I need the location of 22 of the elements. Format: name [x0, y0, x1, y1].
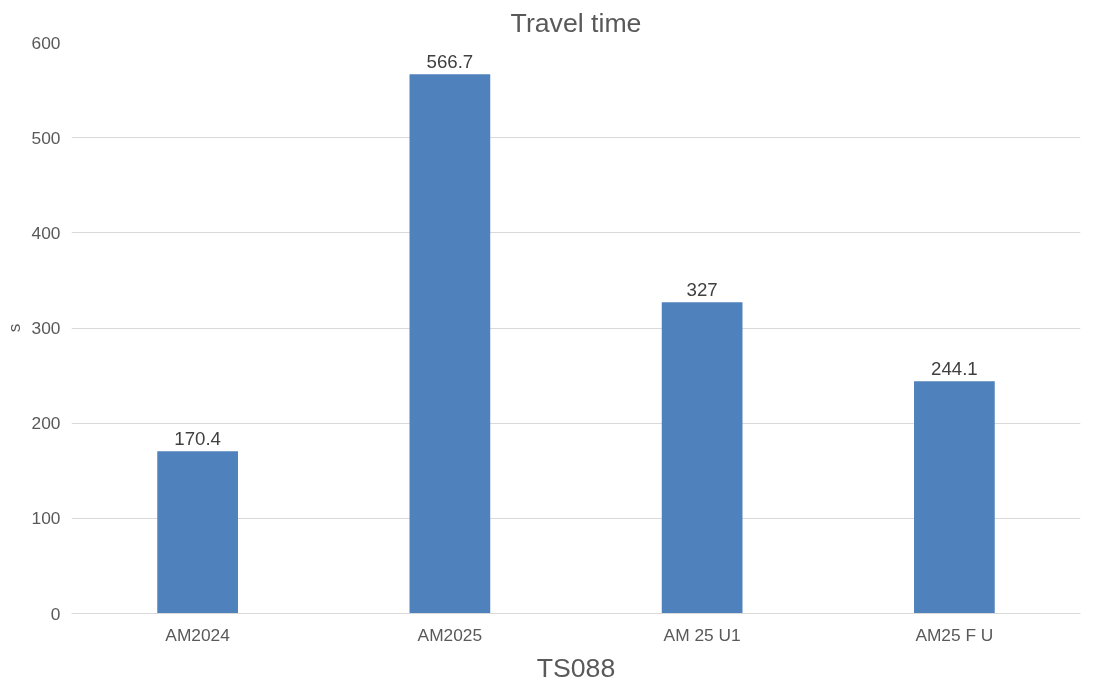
y-tick-label: 300	[31, 318, 61, 338]
data-label: 244.1	[931, 358, 978, 380]
chart-title: Travel time	[510, 7, 642, 38]
data-label: 170.4	[174, 428, 221, 450]
data-label: 566.7	[426, 51, 474, 73]
x-tick-label: AM 25 U1	[663, 624, 741, 645]
bar	[661, 302, 743, 614]
data-label: 327	[686, 279, 718, 301]
x-tick-label: AM25 F U	[915, 624, 994, 645]
y-tick-label: 200	[31, 413, 61, 434]
x-tick-label: AM2024	[165, 624, 231, 645]
x-axis-title: TS088	[536, 652, 616, 683]
bar	[157, 451, 238, 614]
y-tick-label: 600	[31, 32, 61, 53]
y-tick-label: 500	[31, 127, 61, 148]
y-tick-label: 0	[50, 603, 61, 624]
bar	[914, 381, 995, 614]
y-tick-label: 100	[31, 508, 61, 529]
y-tick-label: 400	[31, 222, 61, 243]
y-axis-title: s	[3, 323, 24, 333]
bar	[409, 74, 491, 614]
x-tick-label: AM2025	[417, 624, 483, 645]
